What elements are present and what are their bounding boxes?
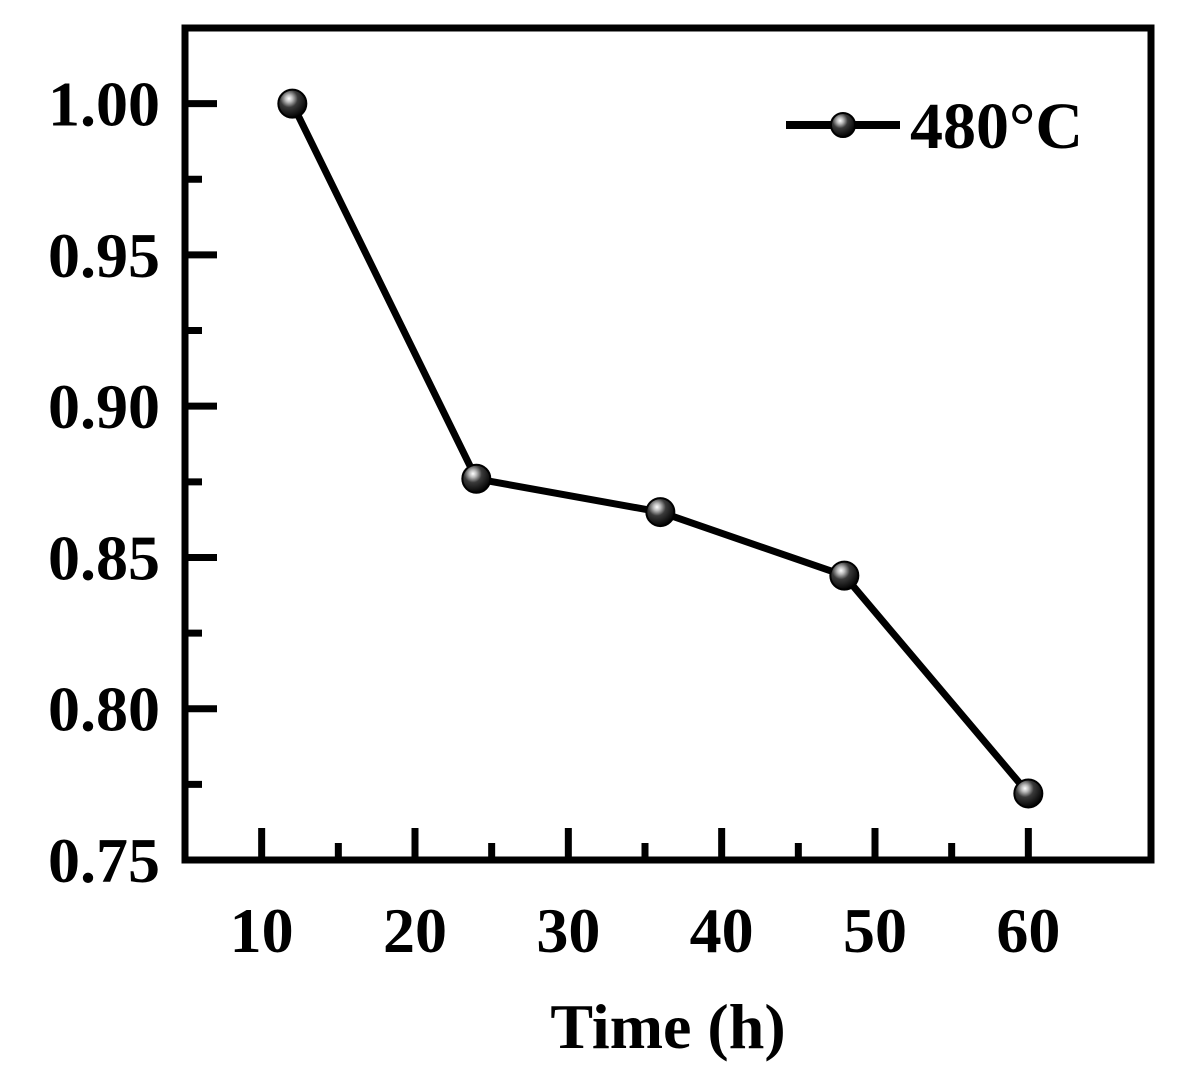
x-tick-label: 10	[230, 895, 294, 966]
data-point	[461, 463, 492, 494]
data-point	[829, 560, 860, 591]
plot-frame	[181, 24, 1155, 864]
legend-marker	[830, 112, 856, 138]
legend: 480°C	[786, 90, 1083, 163]
x-axis-title: Time (h)	[550, 991, 785, 1062]
data-point	[1013, 778, 1044, 809]
series-line	[289, 102, 1032, 796]
y-axis-tick-labels: 0.75 0.80 0.85 0.90 0.95 1.00	[48, 69, 160, 896]
x-tick-label: 30	[536, 895, 600, 966]
x-tick-label: 40	[690, 895, 754, 966]
y-tick-label: 0.95	[48, 220, 160, 291]
legend-label: 480°C	[910, 90, 1083, 163]
y-tick-label: 1.00	[48, 69, 160, 140]
y-axis-ticks	[185, 100, 217, 864]
y-tick-label: 0.85	[48, 522, 160, 593]
y-tick-label: 0.90	[48, 371, 160, 442]
y-tick-label: 0.75	[48, 825, 160, 896]
data-point	[277, 88, 308, 119]
x-tick-label: 50	[843, 895, 907, 966]
x-axis-ticks	[258, 828, 1032, 860]
series-layer	[277, 88, 1044, 809]
x-axis-tick-labels: 10 20 30 40 50 60	[230, 895, 1061, 966]
x-tick-label: 60	[996, 895, 1060, 966]
data-point	[645, 497, 676, 528]
y-tick-label: 0.80	[48, 674, 160, 745]
x-tick-label: 20	[383, 895, 447, 966]
